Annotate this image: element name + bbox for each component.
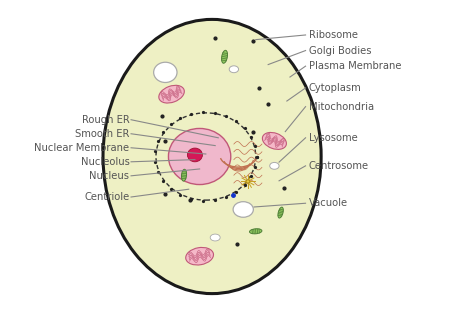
Text: Nucleolus: Nucleolus: [81, 157, 129, 167]
Ellipse shape: [229, 66, 238, 73]
Text: Nuclear Membrane: Nuclear Membrane: [35, 143, 129, 153]
Text: Nucleus: Nucleus: [90, 171, 129, 181]
Text: Mitochondria: Mitochondria: [309, 102, 374, 112]
Ellipse shape: [278, 207, 283, 218]
Text: Golgi Bodies: Golgi Bodies: [309, 46, 371, 55]
Text: Centriole: Centriole: [84, 192, 129, 202]
Ellipse shape: [263, 132, 286, 149]
Ellipse shape: [154, 62, 177, 83]
Text: Plasma Membrane: Plasma Membrane: [309, 61, 401, 71]
Ellipse shape: [159, 85, 184, 103]
Ellipse shape: [182, 169, 187, 181]
Ellipse shape: [186, 248, 213, 265]
Text: Lysosome: Lysosome: [309, 133, 357, 143]
Ellipse shape: [210, 234, 220, 241]
Text: Smooth ER: Smooth ER: [75, 129, 129, 139]
Text: Cytoplasm: Cytoplasm: [309, 83, 361, 93]
Ellipse shape: [168, 128, 231, 185]
Ellipse shape: [103, 19, 321, 294]
Ellipse shape: [270, 162, 279, 169]
Text: Rough ER: Rough ER: [82, 115, 129, 125]
Text: Ribosome: Ribosome: [309, 30, 358, 40]
Text: Centrosome: Centrosome: [309, 161, 369, 171]
Ellipse shape: [249, 229, 262, 234]
Ellipse shape: [246, 180, 250, 183]
Ellipse shape: [187, 148, 202, 162]
Text: Vacuole: Vacuole: [309, 198, 348, 208]
Ellipse shape: [233, 202, 254, 217]
Ellipse shape: [221, 50, 228, 63]
